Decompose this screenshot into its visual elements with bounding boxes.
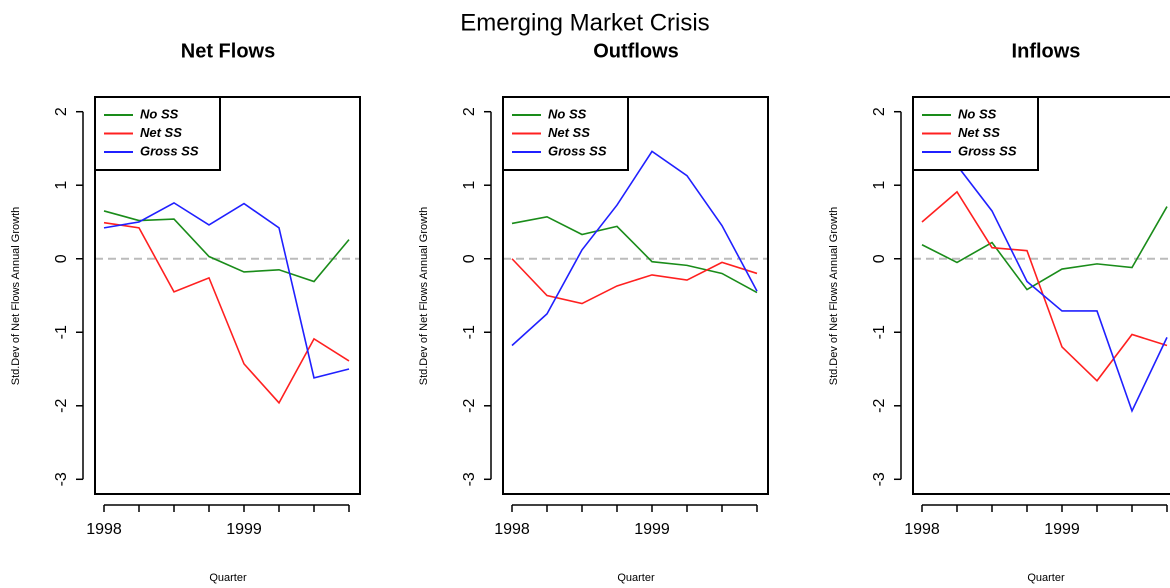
y-tick-label: -3 — [461, 472, 478, 486]
y-tick-label: -2 — [871, 399, 888, 413]
y-axis-label: Std.Dev of Net Flows Annual Growth — [828, 207, 840, 386]
y-tick-label: 2 — [461, 107, 478, 116]
y-axis-label: Std.Dev of Net Flows Annual Growth — [10, 207, 22, 386]
legend-label: Net SS — [140, 125, 182, 140]
legend-label: Net SS — [548, 125, 590, 140]
x-axis-label: Quarter — [209, 572, 247, 584]
legend-label: Gross SS — [958, 143, 1017, 158]
panel: Inflows Std.Dev of Net Flows Annual Growt… — [828, 40, 1170, 584]
y-axis-label: Std.Dev of Net Flows Annual Growth — [418, 207, 430, 386]
panel: Net Flows Std.Dev of Net Flows Annual Gro… — [10, 40, 361, 584]
x-tick-label: 1999 — [634, 521, 670, 538]
y-tick-label: 1 — [461, 181, 478, 190]
legend-label: Gross SS — [548, 143, 607, 158]
series-line — [511, 258, 758, 305]
y-tick-label: 0 — [461, 254, 478, 263]
panel-title: Inflows — [1012, 40, 1081, 62]
y-tick-label: 2 — [53, 107, 70, 116]
y-tick-label: -1 — [461, 325, 478, 339]
x-tick-label: 1998 — [494, 521, 530, 538]
y-tick-label: -3 — [53, 472, 70, 486]
series-line — [103, 201, 350, 379]
x-axis-label: Quarter — [1027, 572, 1065, 584]
panel-title: Net Flows — [181, 40, 275, 62]
plot-frame — [912, 96, 1170, 495]
x-axis-label: Quarter — [617, 572, 655, 584]
series-line — [921, 206, 1168, 291]
y-tick-label: -2 — [461, 399, 478, 413]
series-line — [103, 210, 350, 283]
legend-label: No SS — [140, 106, 179, 121]
x-tick-label: 1999 — [1044, 521, 1080, 538]
plot-frame — [94, 96, 361, 495]
series-line — [511, 215, 758, 294]
series-line — [921, 141, 1168, 414]
y-tick-label: -3 — [871, 472, 888, 486]
legend-label: No SS — [548, 106, 587, 121]
series-line — [921, 190, 1168, 382]
y-tick-label: -2 — [53, 399, 70, 413]
x-tick-label: 1998 — [904, 521, 940, 538]
plot-frame — [502, 96, 769, 495]
x-tick-label: 1999 — [226, 521, 262, 538]
legend-label: Net SS — [958, 125, 1000, 140]
series-line — [511, 150, 758, 347]
y-tick-label: -1 — [53, 325, 70, 339]
x-tick-label: 1998 — [86, 521, 122, 538]
y-tick-label: 1 — [53, 181, 70, 190]
y-tick-label: 1 — [871, 181, 888, 190]
panel: Outflows Std.Dev of Net Flows Annual Grow… — [418, 40, 769, 584]
panel-title: Outflows — [593, 40, 679, 62]
legend-label: No SS — [958, 106, 997, 121]
series-line — [103, 221, 350, 405]
y-tick-label: 0 — [871, 254, 888, 263]
y-tick-label: 0 — [53, 254, 70, 263]
legend-label: Gross SS — [140, 143, 199, 158]
y-tick-label: -1 — [871, 325, 888, 339]
y-tick-label: 2 — [871, 107, 888, 116]
figure-title: Emerging Market Crisis — [460, 9, 709, 36]
